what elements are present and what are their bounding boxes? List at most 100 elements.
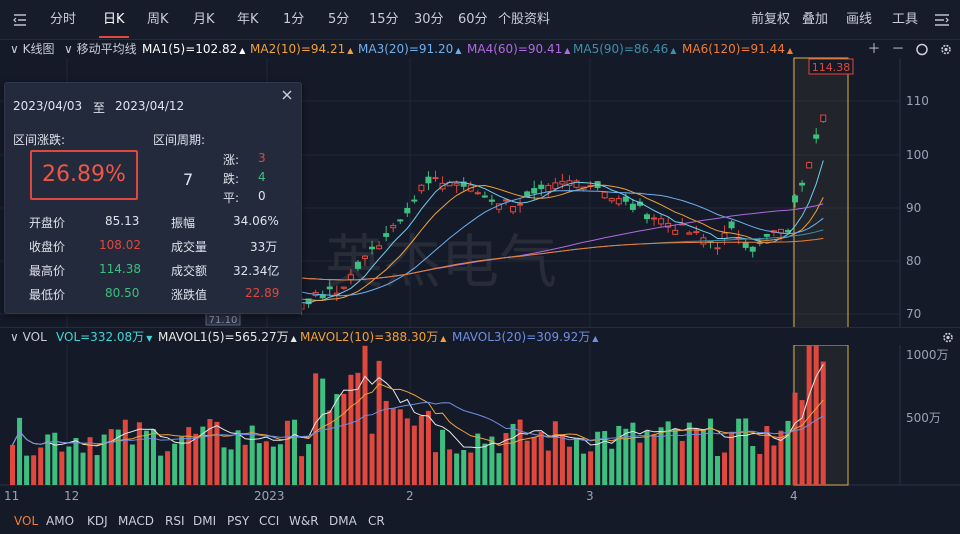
candle-body (813, 134, 820, 139)
ma-legend-item: MA5(90)=86.46 ▲ (573, 40, 676, 60)
volume-bar (158, 455, 164, 485)
indicator-tab[interactable]: PSY (227, 514, 250, 528)
volume-axis-label: 500万 (906, 411, 941, 425)
volume-bar (73, 437, 79, 485)
vol-legend-text: MAVOL2(10)=388.30万 (300, 330, 439, 344)
volume-bar (228, 449, 234, 485)
volume-bar (397, 409, 403, 485)
candle-body (799, 182, 806, 186)
triangle-up-icon: ▲ (347, 46, 354, 55)
volume-bar (411, 425, 417, 485)
candle-body (397, 219, 404, 222)
zoom-out-icon[interactable]: － (891, 42, 905, 57)
indicator-tab[interactable]: CR (368, 514, 385, 528)
reset-icon[interactable] (914, 42, 930, 57)
ma-legend-text: MA1(5)=102.82 (142, 42, 238, 56)
indicator-tab[interactable]: AMO (46, 514, 75, 528)
volume-bar (559, 435, 565, 485)
settings-list-icon[interactable] (934, 13, 950, 28)
volume-bar (743, 418, 749, 485)
volume-bar (129, 444, 135, 485)
tab-period[interactable]: 60分 (458, 12, 488, 27)
volume-bar (785, 420, 791, 485)
volume-bar (38, 447, 44, 485)
volume-bar (101, 434, 107, 485)
zoom-in-icon[interactable]: ＋ (867, 42, 881, 57)
tab-period[interactable]: 5分 (328, 12, 350, 27)
candle-body (305, 298, 312, 305)
candle-body (608, 198, 615, 202)
price-axis-label: 100 (906, 148, 929, 162)
vol-dropdown[interactable]: ∨ VOL (10, 330, 47, 344)
volume-bar (313, 373, 319, 485)
volume-bar (306, 444, 312, 485)
candle-body (390, 224, 397, 229)
tab-period[interactable]: 30分 (414, 12, 444, 27)
ma-legend-item: MA1(5)=102.82 ▲ (142, 40, 245, 60)
tab-period[interactable]: 年K (237, 12, 259, 27)
volume-bar (538, 431, 544, 485)
volume-bar (66, 446, 72, 485)
down-value: 4 (258, 170, 266, 184)
volume-bar (404, 418, 410, 485)
candle-body (354, 261, 361, 269)
up-value: 3 (258, 151, 266, 165)
candle-body (538, 184, 545, 190)
indicator-tab[interactable]: VOL (14, 514, 39, 528)
indicator-tab[interactable]: KDJ (87, 514, 108, 528)
triangle-up-icon: ▲ (670, 46, 677, 55)
period-value: 7 (183, 170, 194, 189)
toolbar-action[interactable]: 叠加 (802, 12, 829, 27)
close-icon[interactable] (281, 89, 293, 101)
volume-bar (45, 434, 51, 485)
date-to: 2023/04/12 (115, 99, 185, 113)
selection-range[interactable] (793, 57, 849, 329)
volume-bar (531, 436, 537, 485)
candle-body (693, 231, 700, 234)
ma-legend-item: MA6(120)=91.44 ▲ (682, 40, 793, 60)
candle-body (601, 191, 608, 199)
indicator-tab[interactable]: DMA (329, 514, 357, 528)
tab-period[interactable]: 15分 (369, 12, 399, 27)
tab-period[interactable]: 周K (147, 12, 169, 27)
amplitude-label: 振幅 (171, 216, 196, 230)
tab-period[interactable]: 个股资料 (498, 12, 551, 27)
tab-period[interactable]: 分时 (50, 12, 77, 27)
up-label: 涨: (223, 153, 240, 167)
tab-period[interactable]: 1分 (283, 12, 305, 27)
date-separator: 至 (93, 101, 106, 115)
indicator-tab[interactable]: RSI (165, 514, 185, 528)
candle-body (411, 199, 418, 202)
candle-body (615, 198, 622, 205)
candle-body (545, 184, 552, 193)
volume-bar (165, 451, 171, 485)
chevron-down-icon: ∨ (10, 330, 19, 344)
toolbar-action[interactable]: 前复权 (751, 12, 791, 27)
kline-dropdown[interactable]: ∨ K线图 (10, 42, 55, 56)
tab-period[interactable]: 日K (99, 0, 128, 40)
period-label: 区间周期: (153, 133, 206, 147)
indicator-tab[interactable]: W&R (289, 514, 319, 528)
gear-icon[interactable] (938, 42, 954, 57)
volume-ma-line (12, 401, 824, 446)
vol-legend-item: MAVOL3(20)=309.92万 ▲ (452, 328, 598, 348)
candle-body (432, 177, 439, 180)
candle-body (629, 203, 636, 210)
volume-bar (630, 422, 636, 485)
chevron-down-icon: ∨ (64, 42, 73, 56)
indicator-tab[interactable]: DMI (193, 514, 217, 528)
volume-bar (489, 436, 495, 485)
menu-collapse-icon[interactable] (12, 12, 28, 28)
volume-bar (771, 445, 777, 485)
toolbar-action[interactable]: 工具 (892, 12, 919, 27)
open-label: 开盘价 (29, 216, 66, 230)
gear-icon[interactable] (940, 330, 956, 345)
indicator-tab[interactable]: MACD (118, 514, 154, 528)
tab-period[interactable]: 月K (193, 12, 215, 27)
volume-bar (256, 443, 262, 485)
toolbar-action[interactable]: 画线 (846, 12, 873, 27)
triangle-up-icon: ▲ (786, 46, 794, 55)
volume-bar (193, 433, 199, 485)
indicator-tab[interactable]: CCI (259, 514, 280, 528)
ma-dropdown[interactable]: ∨ 移动平均线 (64, 42, 137, 56)
